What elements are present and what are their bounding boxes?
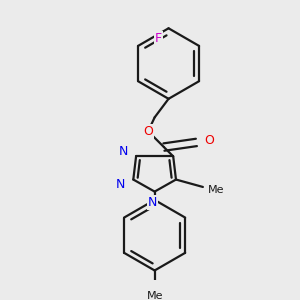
Text: Me: Me [146,292,163,300]
Text: Me: Me [208,185,224,195]
Text: N: N [116,178,125,191]
Text: N: N [148,196,158,209]
Text: F: F [155,32,162,45]
Text: O: O [143,125,153,138]
Text: N: N [118,145,128,158]
Text: O: O [204,134,214,147]
